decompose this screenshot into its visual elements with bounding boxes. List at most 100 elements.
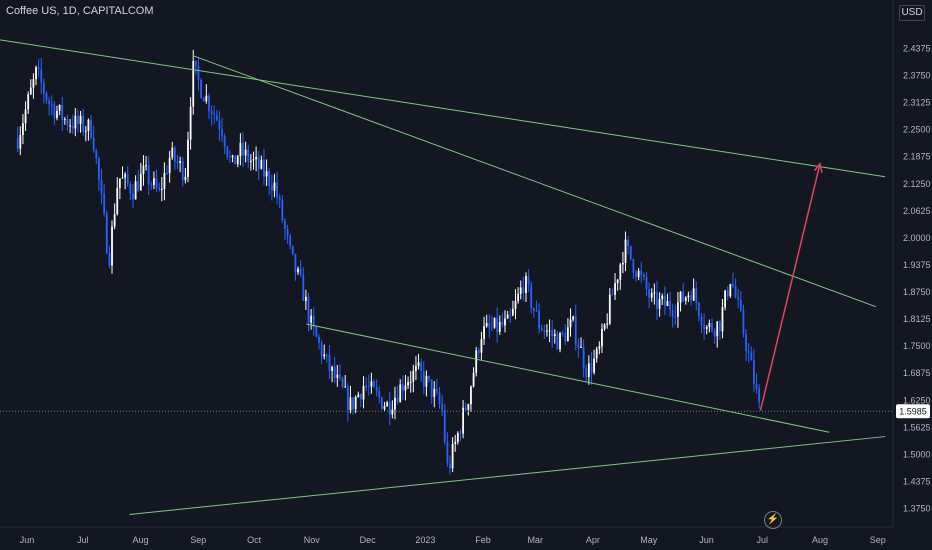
y-tick-label: 1.5625 <box>903 422 931 432</box>
candle-body <box>249 160 252 162</box>
x-tick-label: Aug <box>133 535 149 545</box>
candle-body <box>506 314 509 319</box>
candle-body <box>48 100 51 105</box>
candle-body <box>713 330 716 337</box>
candle-body <box>475 350 478 373</box>
candle-body <box>666 301 669 307</box>
candle-body <box>614 282 616 295</box>
trendline[interactable] <box>192 55 877 308</box>
candle-body <box>519 287 522 294</box>
candle-body <box>61 104 64 120</box>
candle-body <box>291 245 294 254</box>
candle-body <box>407 382 409 386</box>
candle-body <box>635 272 637 278</box>
y-tick-label: 2.4375 <box>903 44 931 54</box>
candle-body <box>87 119 90 131</box>
y-tick-label: 2.0000 <box>903 233 931 243</box>
candle-body <box>294 253 297 273</box>
candle-body <box>265 171 268 177</box>
candle-body <box>116 188 119 215</box>
candle-body <box>438 392 441 405</box>
candle-body <box>417 362 420 367</box>
candle-body <box>103 193 106 214</box>
candle-body <box>90 119 92 138</box>
candle-body <box>525 276 527 293</box>
candle-body <box>29 87 32 95</box>
trendline[interactable] <box>0 38 886 178</box>
trendline[interactable] <box>129 436 886 515</box>
candle-body <box>139 173 142 191</box>
candle-body <box>63 118 66 120</box>
candle-body <box>362 385 365 400</box>
candle-body <box>496 317 499 332</box>
currency-button[interactable]: USD <box>899 5 925 21</box>
x-tick-label: Sep <box>190 535 206 545</box>
symbol-title: Coffee US, 1D, CAPITALCOM <box>6 5 154 17</box>
y-tick-label: 1.7500 <box>903 341 931 351</box>
candle-body <box>399 384 402 403</box>
candle-body <box>77 115 79 125</box>
x-tick-label: Jul <box>757 535 769 545</box>
candle-body <box>443 409 446 442</box>
candle-body <box>247 149 250 162</box>
candle-body <box>632 259 635 273</box>
candle-body <box>551 330 554 337</box>
candle-body <box>645 277 648 290</box>
x-tick-label: Jul <box>77 535 89 545</box>
candle-body <box>412 370 415 382</box>
candle-body <box>302 274 305 301</box>
candle-body <box>66 118 69 126</box>
candle-body <box>422 371 425 387</box>
candle-body <box>642 274 645 278</box>
candle-body <box>187 139 189 177</box>
candle-body <box>352 397 354 410</box>
y-tick-label: 2.1250 <box>903 179 931 189</box>
candle-body <box>553 334 556 337</box>
candle-body <box>160 189 163 191</box>
candle-body <box>153 178 155 185</box>
candle-body <box>108 253 111 266</box>
candle-body <box>435 388 438 393</box>
candle-body <box>595 348 598 359</box>
candle-body <box>226 146 229 157</box>
candle-body <box>155 178 158 188</box>
candle-body <box>158 187 161 190</box>
candle-body <box>629 245 632 260</box>
candle-body <box>129 183 132 194</box>
candle-body <box>682 291 685 301</box>
candle-body <box>74 115 77 129</box>
candle-body <box>729 284 732 297</box>
candle-body <box>485 323 488 327</box>
candle-body <box>446 441 449 464</box>
projection-arrow-shaft[interactable] <box>759 163 821 411</box>
candle-body <box>260 159 263 169</box>
candle-body <box>197 66 200 80</box>
candle-body <box>171 147 174 158</box>
candle-body <box>477 350 480 353</box>
x-tick-label: Aug <box>812 535 828 545</box>
lightning-icon[interactable]: ⚡ <box>764 511 782 529</box>
candle-body <box>622 262 624 265</box>
candle-body <box>449 463 451 469</box>
candle-body <box>425 376 428 387</box>
candle-body <box>105 213 108 254</box>
candle-body <box>383 406 386 409</box>
trendline[interactable] <box>306 323 830 433</box>
candle-body <box>137 181 140 191</box>
candle-body <box>192 60 195 107</box>
candle-body <box>574 316 577 345</box>
candle-body <box>514 301 517 309</box>
candle-body <box>210 110 213 114</box>
candle-body <box>257 156 260 169</box>
candle-body <box>734 285 737 298</box>
candle-body <box>307 296 310 323</box>
candle-body <box>556 334 559 350</box>
candle-body <box>456 433 459 442</box>
candle-body <box>388 402 391 415</box>
candle-body <box>488 323 491 328</box>
candle-body <box>145 165 147 167</box>
candle-body <box>370 381 373 387</box>
candle-body <box>375 387 378 392</box>
candle-body <box>750 352 753 361</box>
